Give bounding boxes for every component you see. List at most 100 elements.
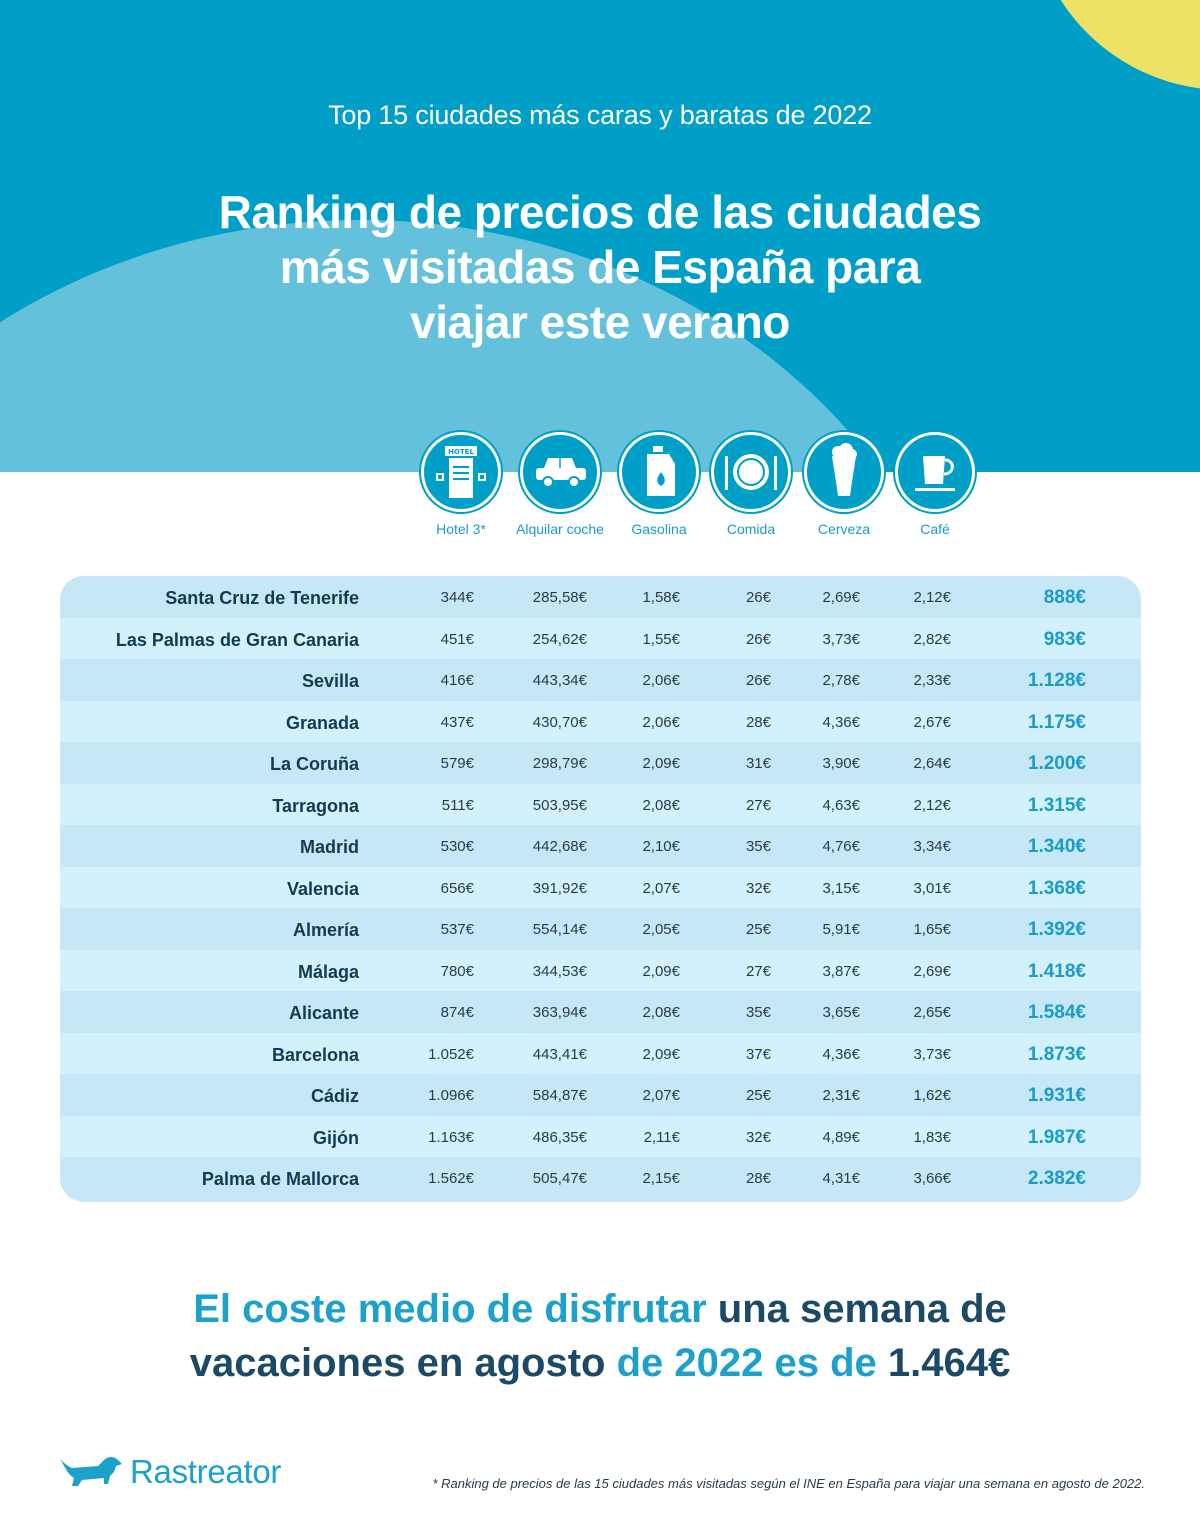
total-price: 2.382€ [1027, 1168, 1086, 1189]
total-price: 1.175€ [1027, 711, 1086, 733]
coche-price: 254,62€ [532, 630, 587, 648]
comida-price: 28€ [745, 1170, 771, 1187]
hotel-price: 656€ [440, 879, 474, 897]
city-name: Sevilla [301, 671, 359, 691]
gasolina-price: 2,15€ [642, 1170, 680, 1187]
comida-price: 31€ [745, 755, 771, 772]
category-food: Comida [696, 432, 806, 537]
coche-price: 554,14€ [532, 921, 587, 938]
city-name: Granada [285, 712, 359, 733]
hotel-price: 1.163€ [428, 1128, 474, 1146]
cerveza-price: 3,90€ [822, 755, 860, 772]
hotel-price: 1.562€ [428, 1170, 474, 1187]
cafe-price: 3,01€ [913, 879, 951, 897]
comida-price: 27€ [745, 962, 771, 980]
cafe-price: 1,83€ [913, 1128, 951, 1146]
summary-text-1: una semana de [706, 1287, 1007, 1331]
coche-price: 344,53€ [532, 962, 587, 980]
cerveza-price: 3,73€ [822, 630, 860, 648]
table-row: Valencia 656€ 391,92€ 2,07€ 32€ 3,15€ 3,01€ 1.3… [60, 866, 1141, 908]
city-name: Las Palmas de Gran Canaria [115, 629, 359, 650]
category-hotel: HOTEL Hotel 3* [406, 432, 516, 537]
city-name: Tarragona [272, 795, 359, 816]
logo-text: Rastreator [130, 1453, 282, 1490]
cerveza-price: 4,36€ [822, 1045, 860, 1063]
hotel-price: 579€ [440, 755, 474, 772]
coche-price: 486,35€ [532, 1128, 587, 1146]
category-coffee: Café [880, 432, 990, 537]
coche-price: 442,68€ [532, 838, 587, 855]
summary-text-2: vacaciones en agosto [189, 1341, 617, 1385]
coche-price: 503,95€ [532, 796, 587, 814]
city-name: Cádiz [310, 1086, 359, 1106]
gasolina-price: 2,06€ [642, 672, 680, 689]
gasolina-price: 2,09€ [642, 755, 680, 772]
svg-text:HOTEL: HOTEL [448, 448, 474, 456]
comida-price: 26€ [745, 630, 771, 648]
city-name: Barcelona [271, 1044, 359, 1065]
hotel-price: 530€ [440, 838, 474, 855]
coche-price: 298,79€ [532, 755, 587, 772]
coche-price: 505,47€ [532, 1170, 587, 1187]
category-label: Hotel 3* [436, 521, 486, 537]
cafe-price: 2,33€ [913, 672, 951, 689]
hotel-price: 451€ [440, 630, 474, 648]
category-label: Comida [726, 521, 776, 537]
hero-banner: Top 15 ciudades más caras y baratas de 2… [0, 0, 1200, 472]
comida-price: 37€ [745, 1045, 771, 1063]
total-price: 1.315€ [1027, 794, 1086, 816]
cerveza-price: 4,36€ [822, 713, 860, 731]
table-row: Gijón 1.163€ 486,35€ 2,11€ 32€ 4,89€ 1,83€ 1.98… [60, 1115, 1141, 1157]
table-row: Sevilla 416€ 443,34€ 2,06€ 26€ 2,78€ 2,33€ 1.12… [60, 659, 1141, 701]
page-subtitle: Top 15 ciudades más caras y baratas de 2… [328, 100, 872, 130]
table-row: Granada 437€ 430,70€ 2,06€ 28€ 4,36€ 2,67€ 1.17… [60, 700, 1141, 742]
summary-highlight-1: El coste medio de disfrutar [193, 1287, 707, 1331]
category-header: HOTEL Hotel 3* Alquilar coche [0, 432, 1200, 562]
title-line-2: más visitadas de España para [279, 241, 921, 293]
coche-price: 443,34€ [532, 672, 587, 689]
gasolina-price: 2,09€ [642, 962, 680, 980]
table-row: Cádiz 1.096€ 584,87€ 2,07€ 25€ 2,31€ 1,62€ 1.93… [60, 1074, 1141, 1116]
table-row: Almería 537€ 554,14€ 2,05€ 25€ 5,91€ 1,65€ 1.39… [60, 908, 1141, 950]
cerveza-price: 4,63€ [822, 796, 860, 814]
total-price: 1.987€ [1027, 1126, 1086, 1148]
city-name: Valencia [286, 878, 359, 899]
comida-price: 26€ [745, 589, 771, 606]
cerveza-price: 4,31€ [822, 1170, 860, 1187]
cerveza-price: 3,65€ [822, 1004, 860, 1021]
total-price: 1.128€ [1027, 670, 1086, 691]
coche-price: 363,94€ [532, 1004, 587, 1021]
total-price: 1.931€ [1027, 1085, 1086, 1106]
dog-icon [60, 1457, 122, 1486]
cerveza-price: 4,89€ [822, 1128, 860, 1146]
hotel-price: 780€ [440, 962, 474, 980]
coche-price: 391,92€ [532, 879, 587, 897]
comida-price: 26€ [745, 672, 771, 689]
hotel-price: 537€ [440, 921, 474, 938]
city-name: Palma de Mallorca [201, 1169, 359, 1189]
cerveza-price: 2,69€ [822, 589, 860, 606]
plate-cutlery-icon [711, 432, 791, 512]
table-row: Alicante 874€ 363,94€ 2,08€ 35€ 3,65€ 2,65€ 1.5… [60, 991, 1141, 1033]
rastreator-logo[interactable]: Rastreator [58, 1452, 281, 1492]
coche-price: 430,70€ [532, 713, 587, 731]
summary-highlight-2: de 2022 es de [616, 1341, 877, 1385]
gasolina-price: 2,06€ [642, 713, 680, 731]
cerveza-price: 3,87€ [822, 962, 860, 980]
table-row: Santa Cruz de Tenerife 344€ 285,58€ 1,58€ 26… [60, 576, 1141, 618]
gasolina-price: 2,05€ [642, 921, 680, 938]
decorative-sun [1030, 0, 1200, 90]
cerveza-price: 5,91€ [822, 921, 860, 938]
category-fuel: Gasolina [604, 432, 714, 537]
hotel-price: 344€ [440, 589, 474, 606]
cafe-price: 2,69€ [913, 962, 951, 980]
city-name: Málaga [297, 961, 359, 982]
cerveza-price: 2,31€ [822, 1087, 860, 1104]
cafe-price: 2,67€ [913, 713, 951, 731]
total-price: 1.368€ [1027, 877, 1086, 899]
city-name: Santa Cruz de Tenerife [165, 588, 359, 608]
hotel-price: 416€ [440, 672, 474, 689]
gasolina-price: 2,07€ [642, 879, 680, 897]
title-line-3: viajar este verano [410, 296, 790, 348]
hotel-price: 1.096€ [428, 1087, 474, 1104]
